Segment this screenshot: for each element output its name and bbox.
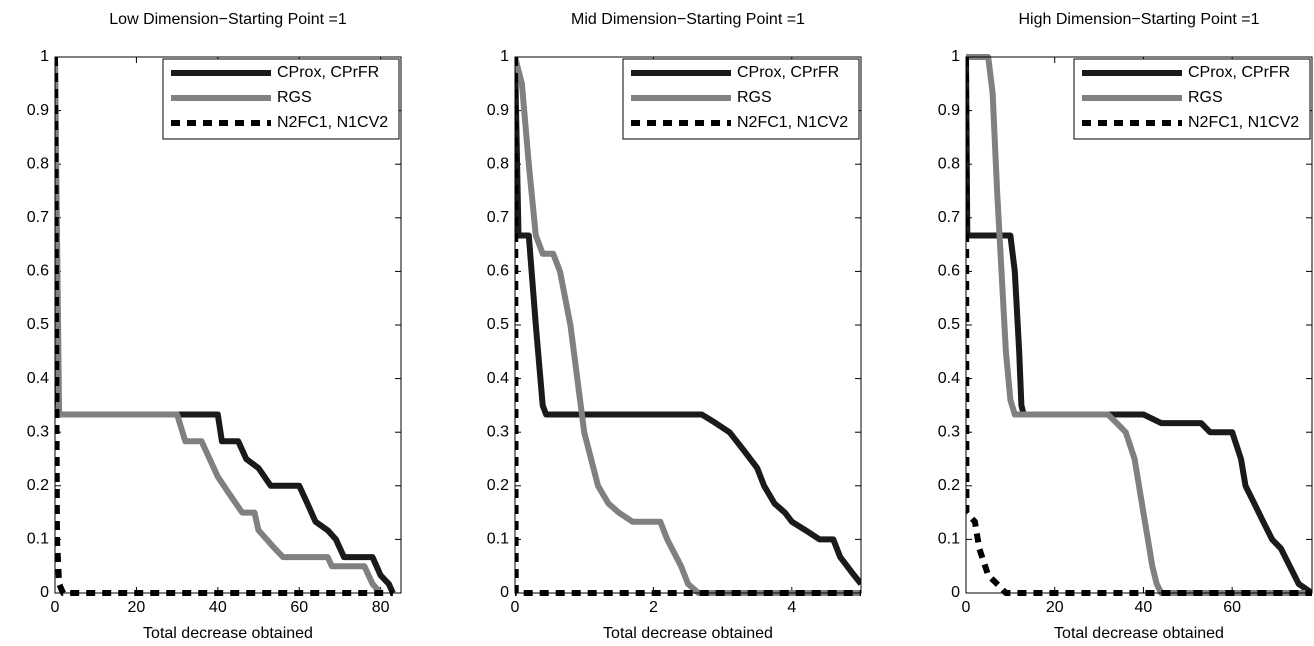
chart-title: Mid Dimension−Starting Point =1 (571, 11, 805, 28)
y-tick-label: 0.7 (938, 209, 960, 226)
y-tick-label: 0.5 (487, 316, 509, 333)
x-tick-label: 20 (128, 599, 146, 616)
x-tick-label: 0 (51, 599, 60, 616)
x-axis-label: Total decrease obtained (1054, 625, 1224, 642)
y-tick-label: 0 (500, 584, 509, 601)
y-tick-label: 0.3 (938, 423, 960, 440)
y-tick-label: 0.4 (27, 370, 49, 387)
x-tick-label: 2 (649, 599, 658, 616)
x-tick-label: 0 (511, 599, 520, 616)
y-tick-label: 0.9 (938, 102, 960, 119)
y-tick-label: 0.4 (938, 370, 960, 387)
legend-label: N2FC1, N1CV2 (1188, 114, 1299, 131)
y-tick-label: 0.8 (487, 155, 509, 172)
y-tick-label: 0.8 (27, 155, 49, 172)
x-axis-label: Total decrease obtained (143, 625, 313, 642)
y-tick-label: 0.9 (27, 102, 49, 119)
y-tick-label: 0.6 (487, 263, 509, 280)
legend-label: RGS (277, 89, 312, 106)
legend-label: RGS (1188, 89, 1223, 106)
y-tick-label: 0.5 (27, 316, 49, 333)
chart-title: High Dimension−Starting Point =1 (1018, 11, 1259, 28)
y-tick-label: 0 (40, 584, 49, 601)
chart-title: Low Dimension−Starting Point =1 (109, 11, 347, 28)
y-tick-label: 0.9 (487, 102, 509, 119)
y-tick-label: 1 (40, 48, 49, 65)
y-tick-label: 0.1 (938, 531, 960, 548)
y-tick-label: 0 (951, 584, 960, 601)
x-tick-label: 4 (787, 599, 796, 616)
x-tick-label: 40 (209, 599, 227, 616)
data-line (966, 54, 1312, 596)
y-tick-label: 0.7 (27, 209, 49, 226)
y-tick-label: 0.3 (487, 423, 509, 440)
y-tick-label: 0.6 (27, 263, 49, 280)
axes-frame (965, 56, 1313, 594)
x-tick-label: 60 (290, 599, 308, 616)
data-line (55, 56, 383, 595)
x-tick-label: 0 (962, 599, 971, 616)
axes-frame (514, 56, 862, 594)
y-tick-label: 0.1 (487, 531, 509, 548)
y-tick-label: 0.5 (938, 316, 960, 333)
y-tick-label: 0.1 (27, 531, 49, 548)
data-line (55, 56, 396, 595)
legend-label: N2FC1, N1CV2 (277, 114, 388, 131)
y-tick-label: 0.2 (487, 477, 509, 494)
y-tick-label: 0.4 (487, 370, 509, 387)
data-line (515, 56, 861, 586)
y-tick-label: 0.8 (938, 155, 960, 172)
legend-label: CProx, CPrFR (737, 64, 839, 81)
y-tick-label: 1 (500, 48, 509, 65)
data-line (966, 56, 1312, 596)
y-tick-label: 0.7 (487, 209, 509, 226)
y-tick-label: 0.6 (938, 263, 960, 280)
x-tick-label: 80 (372, 599, 390, 616)
y-tick-label: 0.2 (27, 477, 49, 494)
x-tick-label: 60 (1223, 599, 1241, 616)
y-tick-label: 0.3 (27, 423, 49, 440)
legend-label: CProx, CPrFR (1188, 64, 1290, 81)
axes-frame (54, 56, 402, 594)
legend-label: N2FC1, N1CV2 (737, 114, 848, 131)
legend-label: CProx, CPrFR (277, 64, 379, 81)
y-tick-label: 0.2 (938, 477, 960, 494)
x-tick-label: 20 (1046, 599, 1064, 616)
data-line (966, 56, 1312, 596)
legend-label: RGS (737, 89, 772, 106)
y-tick-label: 1 (951, 48, 960, 65)
data-line (515, 56, 861, 596)
x-tick-label: 40 (1135, 599, 1153, 616)
x-axis-label: Total decrease obtained (603, 625, 773, 642)
